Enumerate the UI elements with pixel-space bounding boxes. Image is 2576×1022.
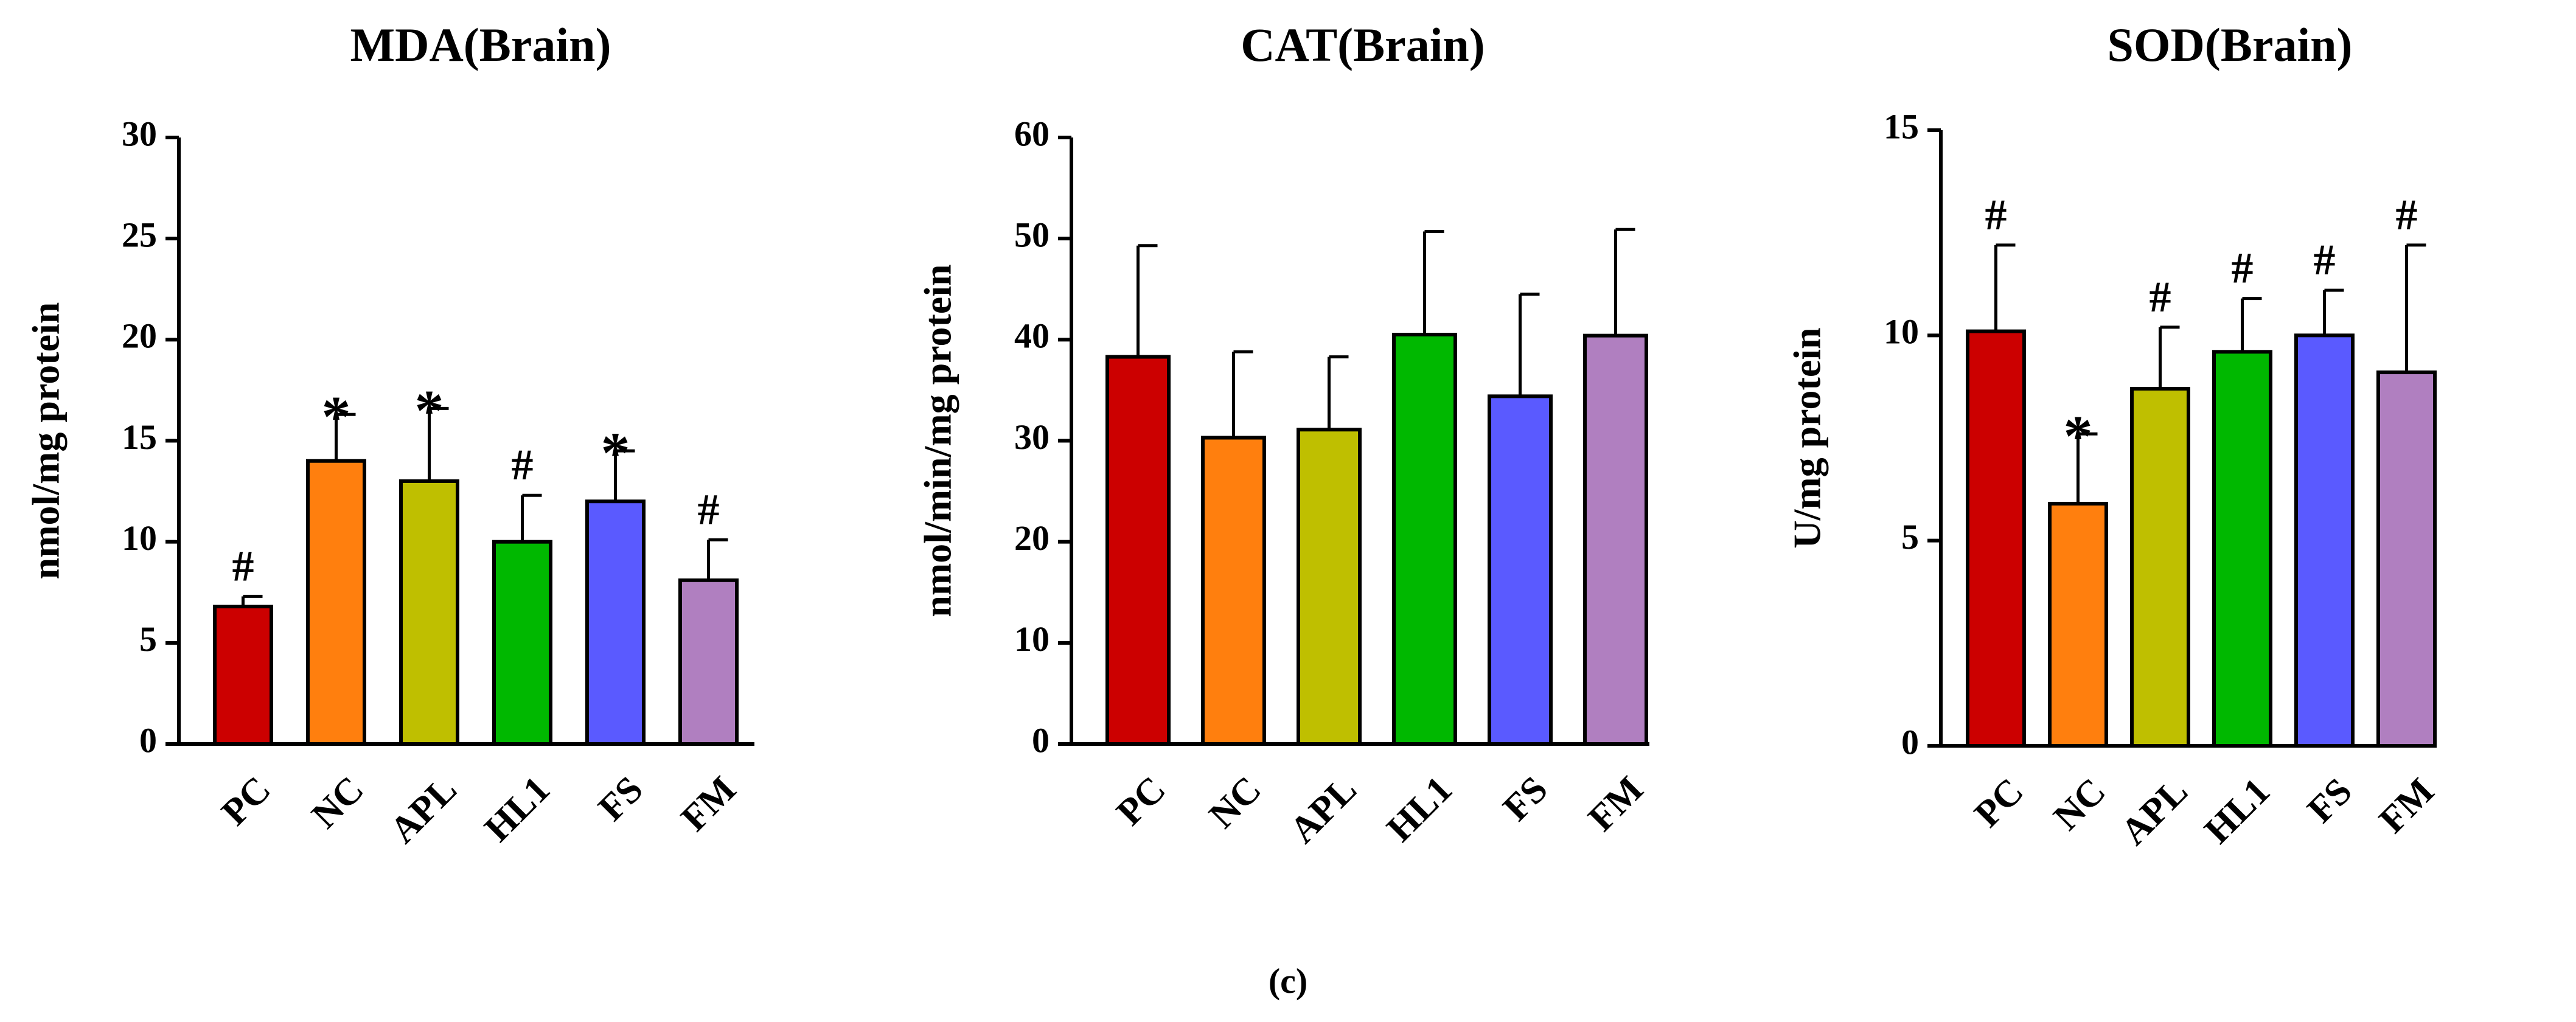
x-tick-label: NC [304, 768, 372, 836]
x-tick-label: FM [674, 768, 744, 839]
y-tick-label: 10 [122, 518, 157, 558]
bar-apl [399, 479, 459, 746]
significance-asterisk: * [322, 384, 351, 449]
bar-pc [213, 605, 273, 746]
bar-fm [2376, 370, 2437, 748]
x-tick-label: PC [1966, 770, 2031, 835]
bar-apl [1297, 428, 1362, 746]
y-axis-label: U/mg protein [1786, 327, 1829, 548]
bar-fs [2294, 333, 2355, 748]
x-tick-label: PC [1109, 768, 1174, 833]
significance-hash: # [2150, 273, 2171, 321]
chart-title: SOD(Brain) [2107, 18, 2352, 71]
y-tick-label: 50 [1014, 215, 1050, 254]
y-tick-label: 20 [1014, 518, 1050, 558]
bar-fm [1583, 333, 1648, 746]
chart-title: MDA(Brain) [350, 18, 611, 71]
x-tick-label: FM [1581, 768, 1651, 839]
bar-hl1 [2212, 350, 2272, 748]
chart-panel-1: MDA(Brain) nmol/mg protein 0 5 10 15 20 25 30 # PC… [24, 18, 754, 851]
y-tick-label: 5 [1901, 517, 1919, 557]
x-tick-label: FM [2372, 770, 2442, 841]
significance-hash: # [1985, 190, 2007, 239]
y-tick-label: 60 [1014, 114, 1050, 153]
chart-panel-2: CAT(Brain) nmol/min/mg protein 0 10 20 30 40 50… [916, 18, 1651, 851]
y-tick-label: 40 [1014, 316, 1050, 356]
x-tick-label: APL [382, 768, 465, 851]
significance-hash: # [698, 485, 720, 534]
x-tick-label: APL [1282, 768, 1365, 851]
significance-hash: # [2232, 244, 2254, 293]
chart-panels: MDA(Brain) nmol/mg protein 0 5 10 15 20 25 30 # PC… [24, 18, 2442, 853]
significance-asterisk: * [2064, 403, 2093, 468]
y-axis-label: nmol/min/mg protein [916, 264, 959, 617]
bar-nc [2048, 501, 2108, 748]
significance-asterisk: * [415, 378, 444, 443]
bar-apl [2130, 387, 2190, 748]
x-tick-label: FS [591, 768, 651, 829]
y-tick-label: 0 [139, 720, 157, 760]
bar-hl1 [1392, 333, 1457, 746]
x-tick-label: NC [2046, 770, 2114, 838]
y-tick-label: 0 [1032, 720, 1050, 760]
x-tick-label: HL1 [477, 768, 558, 849]
bar-nc [306, 459, 366, 746]
x-tick-label: FS [2300, 770, 2360, 830]
x-tick-label: PC [214, 768, 279, 833]
y-tick-label: 10 [1884, 312, 1919, 352]
bar-fs [585, 499, 646, 746]
figure-label: (c) [1269, 961, 1307, 1001]
bar-fs [1488, 394, 1553, 746]
y-tick-label: 15 [1884, 106, 1919, 146]
chart-panel-3: SOD(Brain) U/mg protein 0 5 10 15 # PC * NC # APL # H… [1786, 18, 2442, 853]
y-tick-label: 30 [1014, 417, 1050, 457]
y-axis-label: nmol/mg protein [24, 302, 68, 580]
x-tick-label: HL1 [1379, 768, 1460, 849]
significance-hash: # [2314, 235, 2336, 284]
y-tick-label: 25 [122, 215, 157, 254]
y-tick-label: 5 [139, 619, 157, 659]
y-tick-label: 15 [122, 417, 157, 457]
x-tick-label: NC [1202, 768, 1269, 836]
bar-nc [1201, 436, 1266, 746]
bar-pc [1105, 355, 1171, 746]
bar-hl1 [492, 540, 552, 746]
significance-asterisk: * [601, 420, 630, 485]
y-tick-label: 30 [122, 114, 157, 153]
significance-hash: # [512, 440, 534, 489]
bar-pc [1966, 329, 2026, 748]
y-tick-label: 0 [1901, 722, 1919, 762]
bar-fm [678, 578, 739, 746]
x-tick-label: FS [1495, 768, 1556, 829]
x-tick-label: HL1 [2197, 770, 2278, 851]
significance-hash: # [232, 541, 254, 590]
y-tick-label: 10 [1014, 619, 1050, 659]
chart-title: CAT(Brain) [1241, 18, 1485, 71]
x-tick-label: APL [2113, 770, 2196, 853]
significance-hash: # [2396, 190, 2418, 239]
y-tick-label: 20 [122, 316, 157, 356]
